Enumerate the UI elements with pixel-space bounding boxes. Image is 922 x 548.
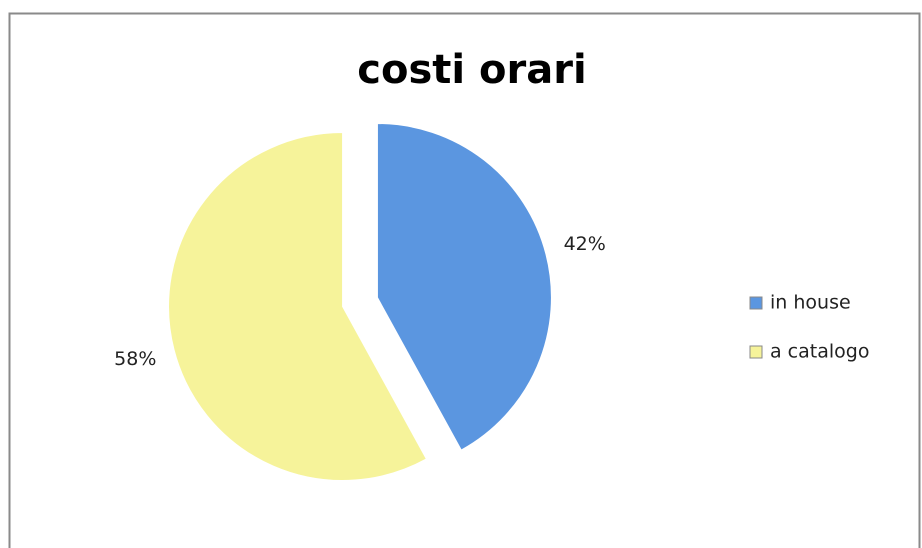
data-label: 42% <box>564 233 606 255</box>
chart-title: costi orari <box>357 47 586 93</box>
legend-label: in house <box>770 292 851 314</box>
data-label: 58% <box>114 348 156 370</box>
legend-swatch <box>749 296 763 310</box>
pie-slice <box>376 123 552 451</box>
legend-label: a catalogo <box>770 341 869 363</box>
pie-slice <box>168 131 428 481</box>
legend-swatch <box>749 345 763 359</box>
